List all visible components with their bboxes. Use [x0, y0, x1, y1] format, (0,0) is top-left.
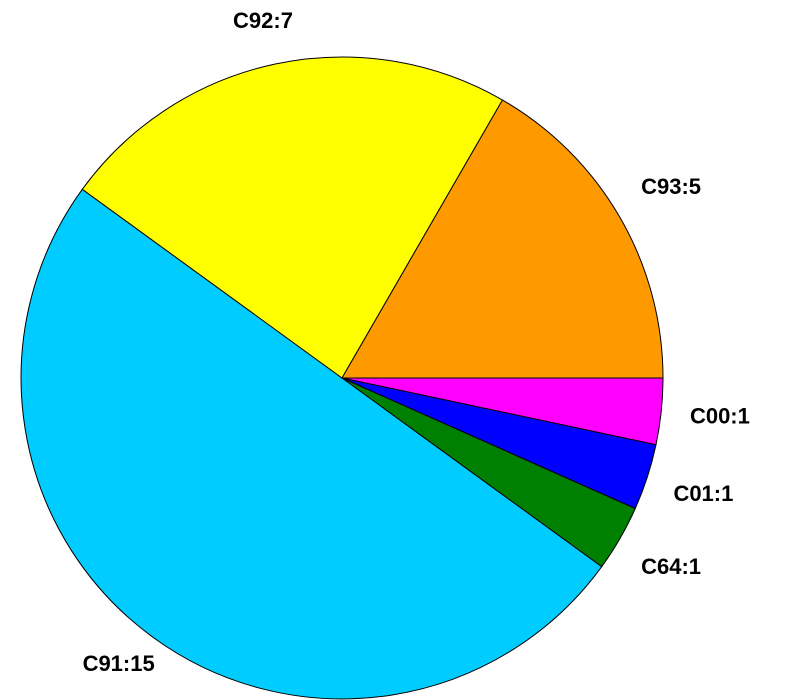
slice-label: C93:5	[641, 174, 701, 199]
pie-slice	[341, 99, 664, 379]
slice-label: C01:1	[673, 481, 733, 506]
slice-label: C64:1	[641, 554, 701, 579]
slice-label: C91:15	[83, 651, 155, 676]
slice-label: C92:7	[233, 8, 293, 33]
pie-slice	[81, 56, 504, 379]
slice-label: C00:1	[690, 404, 750, 429]
pie-slice	[20, 188, 603, 700]
